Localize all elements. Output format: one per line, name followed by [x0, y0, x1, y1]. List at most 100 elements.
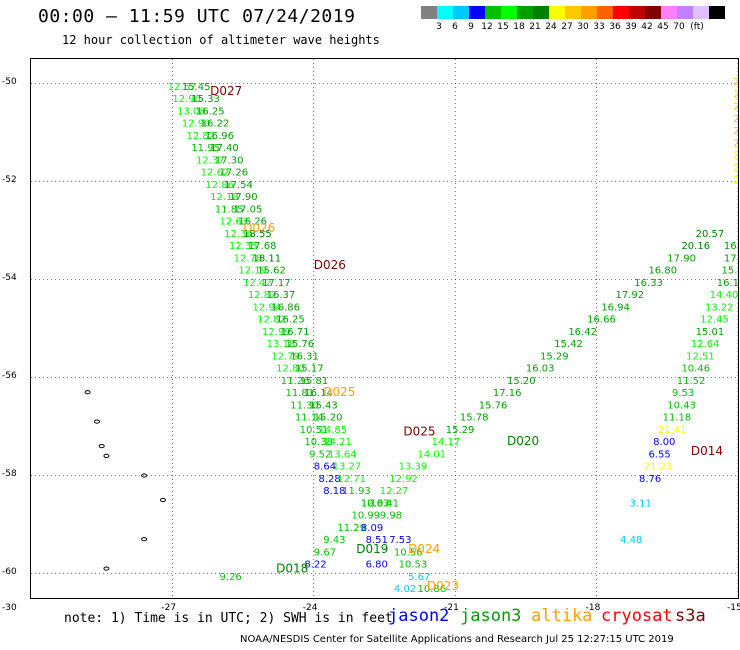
wave-height-point: 16.42: [568, 327, 597, 338]
wave-height-point: 15.45: [182, 82, 211, 93]
wave-height-point: 8.28: [319, 474, 341, 485]
island-shape: [93, 419, 100, 424]
island-shape: [103, 566, 110, 571]
wave-height-point: 11.52: [677, 376, 706, 387]
color-tick-label: 3: [436, 22, 442, 32]
wave-height-point: 15.81: [300, 376, 329, 387]
lon-tick-label: -18: [585, 603, 601, 613]
time-marker-label: D026: [243, 221, 275, 235]
wave-height-point: 17.30: [215, 155, 244, 166]
wave-height-point: 12.57: [168, 82, 197, 93]
wave-height-point: 17.54: [224, 180, 253, 191]
wave-height-point: 3.11: [630, 498, 652, 509]
wave-height-point: 8.76: [639, 474, 661, 485]
wave-height-point: 11.93: [342, 486, 371, 497]
color-swatch: [437, 6, 453, 19]
color-swatch: [517, 6, 533, 19]
wave-height-point: 12.79: [271, 351, 300, 362]
wave-height-point: 16.37: [267, 290, 296, 301]
map-frame: 12.57 15.45 12.90 15.33 13.08 16.25 12.90 16.22…: [30, 58, 739, 599]
wave-height-point: 17.40: [210, 143, 239, 154]
lon-tick-label: -21: [444, 603, 459, 613]
note-text: note: 1) Time is in UTC; 2) SWH is in fe…: [64, 611, 393, 626]
wave-height-point: 11.29: [337, 523, 366, 534]
wave-height-point: 12.51: [686, 351, 715, 362]
wave-height-point: 15.29: [446, 425, 475, 436]
island-shape: [159, 497, 166, 503]
wave-height-point: 21.7: [733, 151, 738, 162]
wave-height-point: 11.85: [215, 204, 244, 215]
wave-height-point: 10.56: [394, 547, 423, 558]
wave-height-point: 16.26: [238, 217, 267, 228]
lon-tick-label: -24: [302, 603, 318, 613]
wave-height-point: 11.30: [290, 400, 319, 411]
wave-height-point: 16.22: [201, 119, 230, 130]
wave-height-point: 6.80: [366, 560, 388, 571]
wave-height-point: 12.42: [243, 278, 272, 289]
wave-height-point: 16.66: [587, 315, 616, 326]
wave-height-point: 16.94: [601, 302, 630, 313]
wave-height-point: 8.64: [314, 462, 336, 473]
wave-height-point: 15.20: [507, 376, 536, 387]
wave-height-point: 17.16: [493, 388, 522, 399]
page-subtitle: 12 hour collection of altimeter wave hei…: [62, 33, 380, 47]
legend-item-jason2: jason2: [388, 606, 450, 626]
wave-height-point: 12.37: [196, 155, 225, 166]
wave-height-point: 15.33: [191, 94, 220, 105]
color-tick-label: 18: [513, 22, 525, 32]
color-swatch: [565, 6, 581, 19]
color-swatch: [549, 6, 565, 19]
color-swatch: [693, 6, 709, 19]
color-swatch: [453, 6, 469, 19]
wave-height-point: 18.11: [253, 253, 282, 264]
wave-height-point: 16.13: [717, 278, 738, 289]
color-tick-label: 36: [609, 22, 621, 32]
map-plot: 12.5715.4512.9015.3313.0816.2512.9016.22…: [31, 59, 738, 598]
color-swatch: [501, 6, 517, 19]
wave-height-point: 14.01: [417, 449, 446, 460]
wave-height-point: 5.67: [408, 572, 430, 583]
wave-height-point: 10.46: [681, 364, 710, 375]
wave-height-point: 25.76: [733, 126, 738, 137]
color-tick-label: 15: [497, 22, 509, 32]
time-marker-label: D018: [276, 562, 308, 576]
color-swatch: [661, 6, 677, 19]
color-tick-label: 12: [481, 22, 493, 32]
lon-tick-label: -15: [727, 603, 740, 613]
wave-height-point: 16.14: [304, 388, 333, 399]
wave-height-point: 14.17: [432, 437, 461, 448]
wave-height-point: 24.80: [733, 114, 738, 125]
wave-height-point: 15.43: [309, 400, 338, 411]
color-swatch: [469, 6, 485, 19]
island-shape: [98, 444, 105, 449]
wave-height-point: 17.26: [220, 168, 249, 179]
wave-height-point: 16.71: [281, 327, 310, 338]
wave-height-point: 4.02: [394, 584, 416, 595]
island-shape: [84, 390, 91, 395]
color-tick-label: 6: [452, 22, 458, 32]
color-swatch: [421, 6, 437, 19]
wave-height-point: 20.16: [681, 241, 710, 252]
wave-height-point: 8.22: [304, 560, 326, 571]
time-marker-label: D023: [427, 579, 459, 593]
wave-height-point: 12.35: [229, 241, 258, 252]
wave-height-point: 15.42: [554, 339, 583, 350]
wave-height-point: 13.64: [328, 449, 357, 460]
wave-height-point: 12.63: [220, 217, 249, 228]
wave-height-point: 12.64: [691, 339, 720, 350]
wave-height-point: 12.45: [700, 315, 729, 326]
color-swatch: [485, 6, 501, 19]
color-swatch: [613, 6, 629, 19]
lat-tick-label: -60: [2, 566, 17, 577]
lat-tick-label: -52: [2, 174, 17, 185]
wave-height-point: 10.41: [370, 498, 399, 509]
color-tick-label: 39: [625, 22, 637, 32]
wave-height-point: 17.52: [724, 253, 738, 264]
wave-height-point: 11.26: [281, 376, 310, 387]
wave-height-point: 12.90: [172, 94, 201, 105]
wave-height-point: 15.78: [460, 413, 489, 424]
time-marker-label: D025: [323, 385, 355, 399]
wave-height-point: 16.80: [648, 266, 677, 277]
wave-height-point: 6.55: [648, 449, 670, 460]
wave-height-point: 24.24: [733, 138, 738, 149]
